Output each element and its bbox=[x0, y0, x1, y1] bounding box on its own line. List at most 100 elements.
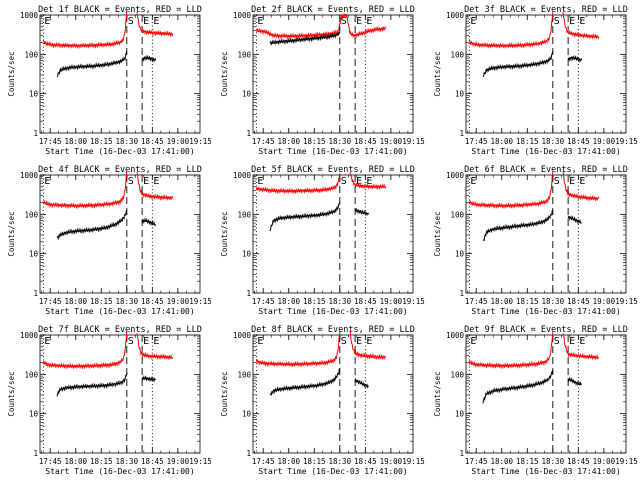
y-tick-label: 100 bbox=[450, 370, 464, 379]
y-axis-label: Counts/sec bbox=[433, 371, 442, 416]
y-axis-label: Counts/sec bbox=[433, 211, 442, 256]
series-line-lld bbox=[255, 12, 387, 40]
y-tick-label: 100 bbox=[237, 370, 251, 379]
event-marker-label: E bbox=[257, 336, 263, 347]
x-tick-label: 17:45 bbox=[39, 297, 62, 306]
series-line-events bbox=[354, 378, 369, 389]
x-tick-label: 18:45 bbox=[354, 297, 377, 306]
plot-frame bbox=[39, 334, 201, 454]
x-tick-label: 18:15 bbox=[90, 297, 113, 306]
event-marker-label: E bbox=[356, 16, 362, 27]
x-tick-label: 18:00 bbox=[277, 457, 300, 466]
x-tick-label: 19:00 bbox=[380, 457, 403, 466]
panel-3: Det 3f BLACK = Events, RED = LLD 1 10 100 10… bbox=[433, 5, 638, 156]
x-tick-label: 18:00 bbox=[490, 297, 513, 306]
series-line-lld bbox=[349, 330, 387, 361]
x-tick-label: 19:00 bbox=[167, 297, 190, 306]
event-marker-label: E bbox=[44, 336, 50, 347]
event-marker-label: E bbox=[257, 176, 263, 187]
event-marker-label: E bbox=[366, 336, 372, 347]
x-tick-label: 17:45 bbox=[252, 297, 275, 306]
x-tick-label: 18:00 bbox=[490, 457, 513, 466]
series-line-lld bbox=[349, 172, 387, 191]
x-axis-label: Start Time (16-Dec-03 17:41:00) bbox=[258, 147, 407, 156]
plot-frame bbox=[252, 14, 414, 134]
event-marker-label: S bbox=[128, 336, 134, 347]
x-axis-label: Start Time (16-Dec-03 17:41:00) bbox=[258, 467, 407, 476]
y-axis-label: Counts/sec bbox=[7, 371, 16, 416]
series-line-lld bbox=[136, 332, 174, 361]
series-line-lld bbox=[255, 173, 341, 195]
series-line-events bbox=[141, 217, 157, 227]
y-tick-label: 10 bbox=[455, 250, 465, 259]
y-tick-label: 1 bbox=[246, 449, 251, 458]
x-tick-label: 18:45 bbox=[141, 457, 164, 466]
series-line-events bbox=[567, 215, 583, 225]
y-tick-label: 10 bbox=[29, 410, 39, 419]
event-marker-label: E bbox=[366, 16, 372, 27]
panel-1: Det 1f BLACK = Events, RED = LLD 1 10 100 10… bbox=[7, 5, 212, 156]
event-marker-label: E bbox=[470, 16, 476, 27]
x-tick-label: 18:00 bbox=[64, 137, 87, 146]
x-tick-label: 19:15 bbox=[189, 137, 212, 146]
y-tick-label: 1000 bbox=[446, 331, 465, 340]
series-line-events bbox=[141, 374, 157, 383]
event-marker-label: S bbox=[128, 16, 134, 27]
series-line-lld bbox=[562, 11, 600, 40]
x-tick-label: 18:15 bbox=[516, 457, 539, 466]
event-marker-label: E bbox=[356, 176, 362, 187]
y-tick-label: 1000 bbox=[20, 11, 39, 20]
x-tick-label: 18:45 bbox=[354, 137, 377, 146]
plot-frame bbox=[252, 334, 414, 454]
event-marker-label: E bbox=[143, 176, 149, 187]
event-marker-label: E bbox=[44, 16, 50, 27]
plot-frame bbox=[39, 14, 201, 134]
x-tick-label: 18:30 bbox=[329, 297, 352, 306]
event-marker-label: E bbox=[257, 16, 263, 27]
event-marker-label: S bbox=[341, 176, 347, 187]
y-tick-label: 1 bbox=[459, 449, 464, 458]
panel-9: Det 9f BLACK = Events, RED = LLD 1 10 100 10… bbox=[433, 325, 638, 476]
plot-frame bbox=[252, 174, 414, 294]
x-axis-label: Start Time (16-Dec-03 17:41:00) bbox=[471, 467, 620, 476]
x-tick-label: 18:30 bbox=[116, 137, 139, 146]
y-tick-label: 1 bbox=[246, 289, 251, 298]
event-marker-label: E bbox=[579, 336, 585, 347]
x-tick-label: 18:00 bbox=[277, 137, 300, 146]
x-tick-label: 19:00 bbox=[380, 297, 403, 306]
y-tick-label: 100 bbox=[237, 210, 251, 219]
series-line-lld bbox=[468, 171, 554, 210]
x-tick-label: 18:30 bbox=[542, 457, 565, 466]
x-tick-label: 17:45 bbox=[465, 137, 488, 146]
x-tick-label: 18:30 bbox=[542, 137, 565, 146]
panel-title: Det 9f BLACK = Events, RED = LLD bbox=[464, 325, 628, 335]
x-tick-label: 18:30 bbox=[116, 297, 139, 306]
x-tick-label: 18:15 bbox=[303, 457, 326, 466]
x-axis-label: Start Time (16-Dec-03 17:41:00) bbox=[258, 307, 407, 316]
event-marker-label: S bbox=[341, 336, 347, 347]
x-tick-label: 18:45 bbox=[567, 297, 590, 306]
event-marker-label: E bbox=[569, 336, 575, 347]
y-tick-label: 1000 bbox=[20, 171, 39, 180]
event-marker-label: S bbox=[341, 16, 347, 27]
series-line-lld bbox=[42, 331, 128, 370]
panel-7: Det 7f BLACK = Events, RED = LLD 1 10 100 10… bbox=[7, 325, 212, 476]
x-tick-label: 17:45 bbox=[39, 137, 62, 146]
x-tick-label: 18:45 bbox=[567, 457, 590, 466]
x-tick-label: 18:30 bbox=[329, 457, 352, 466]
panel-6: Det 6f BLACK = Events, RED = LLD 1 10 100 10… bbox=[433, 165, 638, 316]
y-axis-label: Counts/sec bbox=[7, 211, 16, 256]
series-line-lld bbox=[562, 333, 600, 361]
x-tick-label: 19:15 bbox=[615, 297, 638, 306]
y-tick-label: 10 bbox=[455, 410, 465, 419]
series-line-events bbox=[482, 209, 554, 241]
x-tick-label: 19:00 bbox=[167, 137, 190, 146]
y-axis-label: Counts/sec bbox=[220, 211, 229, 256]
event-marker-label: E bbox=[143, 16, 149, 27]
x-tick-label: 19:15 bbox=[189, 297, 212, 306]
y-tick-label: 1 bbox=[459, 129, 464, 138]
panel-title: Det 8f BLACK = Events, RED = LLD bbox=[251, 325, 415, 335]
series-line-events bbox=[269, 202, 341, 232]
series-line-events bbox=[482, 369, 554, 404]
